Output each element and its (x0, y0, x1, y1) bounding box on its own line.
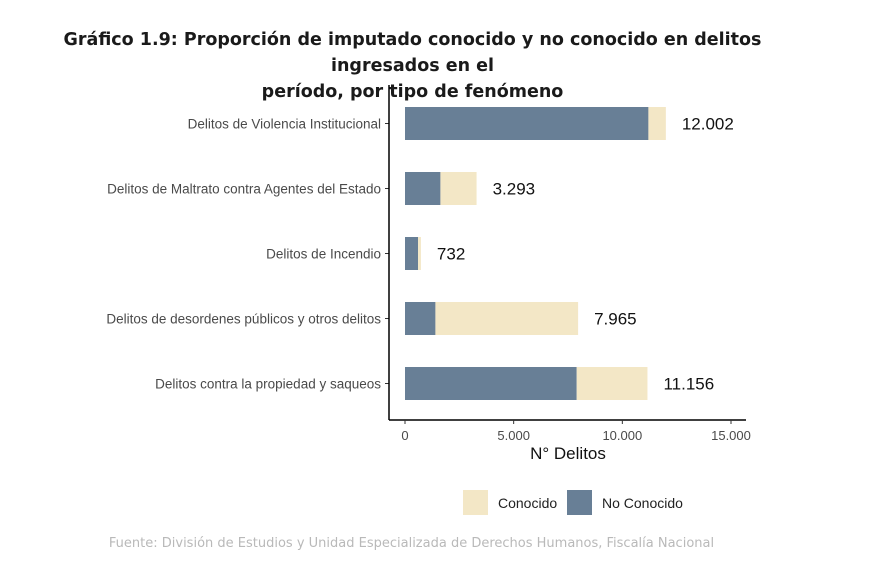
legend-swatch (463, 490, 488, 515)
data-label: 12.002 (682, 115, 734, 134)
bar-conocido (576, 367, 648, 400)
data-label: 732 (437, 245, 465, 264)
category-label: Delitos de desordenes públicos y otros d… (106, 312, 381, 327)
category-label: Delitos de Violencia Institucional (188, 117, 381, 132)
bar-conocido (648, 107, 666, 140)
data-label: 11.156 (663, 375, 714, 394)
x-tick-label: 0 (401, 428, 408, 443)
x-tick-label: 10.000 (602, 428, 642, 443)
bar-no-conocido (405, 237, 419, 270)
bar-conocido (435, 302, 579, 335)
source-note: Fuente: División de Estudios y Unidad Es… (108, 536, 715, 551)
legend: Conocido No Conocido (463, 490, 683, 515)
legend-label: No Conocido (602, 495, 683, 511)
axes-group: Delitos de Violencia Institucional Delito… (106, 85, 751, 463)
x-axis-title: N° Delitos (530, 444, 606, 463)
legend-swatch (567, 490, 592, 515)
bars-group: 12.002 3.293 732 7.965 11.156 (405, 107, 734, 400)
data-label: 3.293 (493, 180, 536, 199)
bar-no-conocido (405, 107, 649, 140)
chart-title: Gráfico 1.9: Proporción de imputado cono… (40, 27, 785, 105)
legend-label: Conocido (498, 495, 557, 511)
bar-conocido (418, 237, 421, 270)
chart-title-line2: período, por tipo de fenómeno (261, 82, 564, 102)
data-label: 7.965 (594, 310, 637, 329)
x-tick-label: 15.000 (711, 428, 751, 443)
bar-conocido (440, 172, 477, 205)
bar-no-conocido (405, 172, 441, 205)
category-label: Delitos de Maltrato contra Agentes del E… (107, 182, 381, 197)
bar-no-conocido (405, 367, 577, 400)
bar-no-conocido (405, 302, 436, 335)
x-tick-label: 5.000 (497, 428, 530, 443)
category-label: Delitos de Incendio (266, 247, 381, 262)
chart-title-line1: Gráfico 1.9: Proporción de imputado cono… (63, 30, 762, 76)
category-label: Delitos contra la propiedad y saqueos (155, 377, 381, 392)
